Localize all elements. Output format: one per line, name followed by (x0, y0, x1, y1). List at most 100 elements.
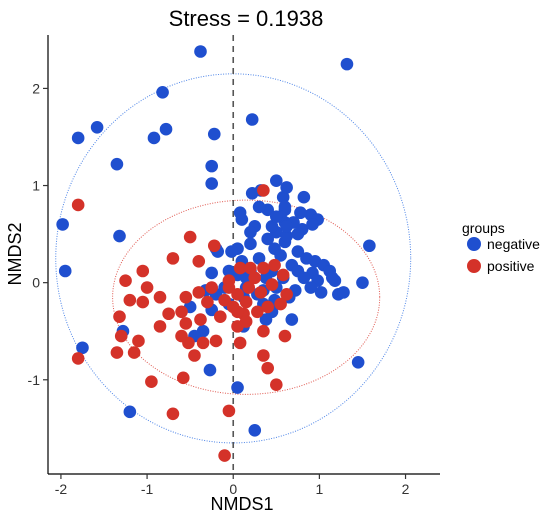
point-negative (294, 206, 307, 220)
point-negative (280, 220, 293, 233)
point-positive (278, 329, 292, 343)
x-tick-label: 0 (229, 481, 237, 497)
point-negative (280, 181, 293, 194)
point-positive (257, 349, 270, 362)
y-axis-title: NMDS2 (5, 222, 25, 285)
point-positive (270, 378, 283, 391)
point-positive (233, 261, 247, 275)
point-negative (239, 271, 253, 285)
point-negative (203, 363, 217, 377)
point-positive (114, 329, 128, 343)
point-negative (356, 276, 369, 289)
point-positive (218, 449, 231, 462)
point-negative (156, 86, 169, 99)
point-positive (71, 352, 85, 365)
x-axis-title: NMDS1 (210, 494, 273, 514)
point-positive (276, 268, 290, 282)
point-positive (214, 310, 227, 323)
point-negative (261, 232, 274, 246)
point-positive (192, 286, 206, 299)
point-negative (159, 122, 173, 136)
point-negative (244, 237, 257, 251)
point-positive (261, 300, 274, 314)
y-tick-label: 0 (32, 275, 40, 291)
point-negative (265, 220, 279, 233)
point-positive (265, 278, 279, 291)
point-positive (166, 252, 180, 265)
point-positive (268, 258, 281, 272)
point-positive (257, 261, 270, 275)
scatter-points (56, 45, 376, 462)
legend-title: groups (462, 220, 505, 236)
point-negative (280, 229, 293, 243)
point-positive (127, 346, 141, 359)
x-tick-label: -2 (55, 481, 68, 497)
legend-marker-positive (467, 259, 481, 273)
point-negative (245, 113, 259, 126)
point-negative (278, 200, 292, 214)
point-negative (205, 266, 218, 280)
legend-marker-negative (467, 237, 481, 251)
point-positive (194, 313, 207, 326)
point-negative (76, 341, 89, 355)
point-positive (136, 264, 150, 278)
point-negative (351, 356, 365, 369)
point-positive (182, 336, 195, 350)
point-negative (90, 120, 104, 134)
x-tick-label: 2 (402, 481, 410, 497)
chart-title: Stress = 0.1938 (169, 6, 324, 31)
point-negative (285, 313, 299, 326)
point-negative (276, 190, 290, 204)
point-negative (222, 264, 236, 278)
point-negative (274, 249, 287, 262)
point-negative (270, 210, 283, 223)
point-positive (261, 361, 274, 375)
x-axis-ticks: -2 -1 0 1 2 (55, 474, 410, 497)
point-negative (56, 218, 69, 231)
y-tick-label: 1 (32, 178, 40, 194)
series-positive (71, 184, 293, 462)
point-positive (136, 295, 150, 309)
y-tick-label: -1 (28, 372, 41, 388)
point-positive (222, 404, 236, 418)
point-negative (252, 252, 266, 265)
point-positive (254, 286, 268, 299)
point-positive (239, 315, 253, 328)
point-positive (209, 334, 223, 348)
point-negative (58, 264, 72, 278)
legend-label-positive: positive (487, 258, 535, 274)
point-positive (239, 295, 253, 309)
point-positive (233, 336, 247, 350)
point-positive (222, 274, 236, 288)
ellipse-positive (112, 199, 381, 395)
point-positive (145, 375, 158, 389)
point-positive (257, 184, 270, 197)
point-positive (280, 288, 293, 301)
point-negative (306, 218, 319, 231)
point-negative (71, 131, 85, 145)
point-positive (132, 334, 145, 348)
point-positive (244, 261, 257, 275)
point-negative (225, 245, 238, 258)
point-negative (337, 286, 350, 299)
point-positive (179, 290, 193, 304)
point-positive (183, 230, 197, 244)
point-positive (119, 274, 132, 288)
point-positive (140, 281, 154, 294)
point-positive (207, 239, 221, 253)
legend: groups negative positive (462, 220, 540, 274)
x-tick-label: 1 (315, 481, 323, 497)
point-positive (248, 271, 262, 285)
point-negative (340, 57, 354, 71)
point-negative (205, 159, 218, 173)
point-positive (166, 407, 180, 421)
point-negative (297, 190, 311, 204)
point-positive (153, 320, 167, 333)
point-positive (196, 336, 210, 350)
y-axis-ticks: -1 0 1 2 (28, 80, 48, 388)
point-negative (244, 225, 257, 239)
point-positive (176, 371, 190, 385)
point-negative (194, 45, 207, 58)
point-positive (218, 293, 231, 307)
